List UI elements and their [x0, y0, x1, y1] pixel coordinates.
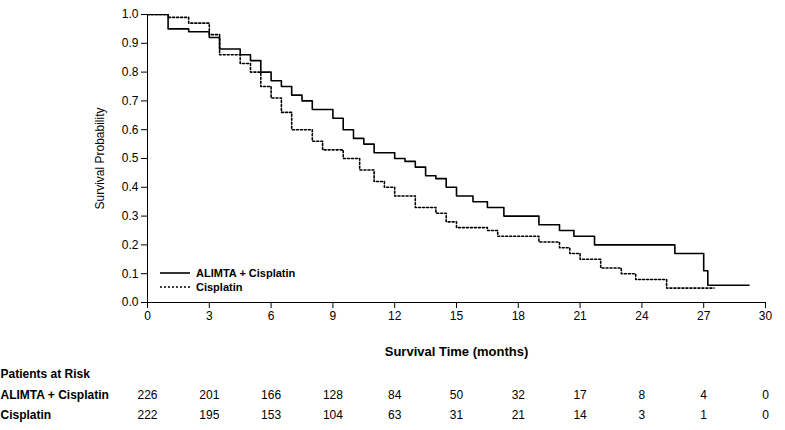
svg-text:0.1: 0.1 — [122, 267, 139, 281]
svg-text:27: 27 — [697, 309, 711, 323]
svg-text:14: 14 — [573, 408, 587, 422]
svg-text:0.9: 0.9 — [122, 36, 139, 50]
svg-text:0.3: 0.3 — [122, 209, 139, 223]
svg-text:ALIMTA + Cisplatin: ALIMTA + Cisplatin — [1, 388, 109, 402]
svg-text:3: 3 — [206, 309, 213, 323]
svg-text:0: 0 — [144, 309, 151, 323]
svg-text:12: 12 — [388, 309, 402, 323]
svg-text:50: 50 — [450, 388, 464, 402]
svg-text:0.5: 0.5 — [122, 151, 139, 165]
svg-text:153: 153 — [261, 408, 281, 422]
svg-text:Cisplatin: Cisplatin — [1, 408, 52, 422]
svg-text:84: 84 — [388, 388, 402, 402]
svg-text:0: 0 — [762, 388, 769, 402]
svg-text:166: 166 — [261, 388, 281, 402]
svg-text:Survival Probability: Survival Probability — [93, 107, 107, 209]
svg-text:Patients at Risk: Patients at Risk — [1, 367, 91, 381]
svg-text:24: 24 — [635, 309, 649, 323]
svg-text:128: 128 — [323, 388, 343, 402]
svg-text:1.0: 1.0 — [122, 7, 139, 21]
html-text:Cisplatin: Cisplatin — [196, 281, 243, 293]
svg-text:15: 15 — [450, 309, 464, 323]
svg-text:201: 201 — [199, 388, 219, 402]
svg-text:4: 4 — [700, 388, 707, 402]
svg-text:6: 6 — [268, 309, 275, 323]
svg-text:63: 63 — [388, 408, 402, 422]
svg-text:0: 0 — [762, 408, 769, 422]
svg-text:222: 222 — [137, 408, 157, 422]
svg-text:1: 1 — [700, 408, 707, 422]
svg-text:0.4: 0.4 — [122, 180, 139, 194]
svg-text:21: 21 — [512, 408, 526, 422]
svg-text:226: 226 — [137, 388, 157, 402]
svg-text:104: 104 — [323, 408, 343, 422]
svg-text:32: 32 — [512, 388, 526, 402]
svg-text:21: 21 — [573, 309, 587, 323]
svg-text:31: 31 — [450, 408, 464, 422]
svg-text:30: 30 — [759, 309, 773, 323]
svg-text:8: 8 — [639, 388, 646, 402]
svg-text:0.8: 0.8 — [122, 65, 139, 79]
svg-text:0.6: 0.6 — [122, 123, 139, 137]
svg-text:Survival Time (months): Survival Time (months) — [385, 344, 529, 359]
svg-text:9: 9 — [330, 309, 337, 323]
svg-text:18: 18 — [512, 309, 526, 323]
svg-text:3: 3 — [639, 408, 646, 422]
svg-text:0.7: 0.7 — [122, 94, 139, 108]
svg-text:0.2: 0.2 — [122, 238, 139, 252]
svg-text:195: 195 — [199, 408, 219, 422]
svg-text:17: 17 — [573, 388, 587, 402]
svg-text:0.0: 0.0 — [122, 295, 139, 309]
html-text:ALIMTA + Cisplatin: ALIMTA + Cisplatin — [196, 267, 296, 279]
